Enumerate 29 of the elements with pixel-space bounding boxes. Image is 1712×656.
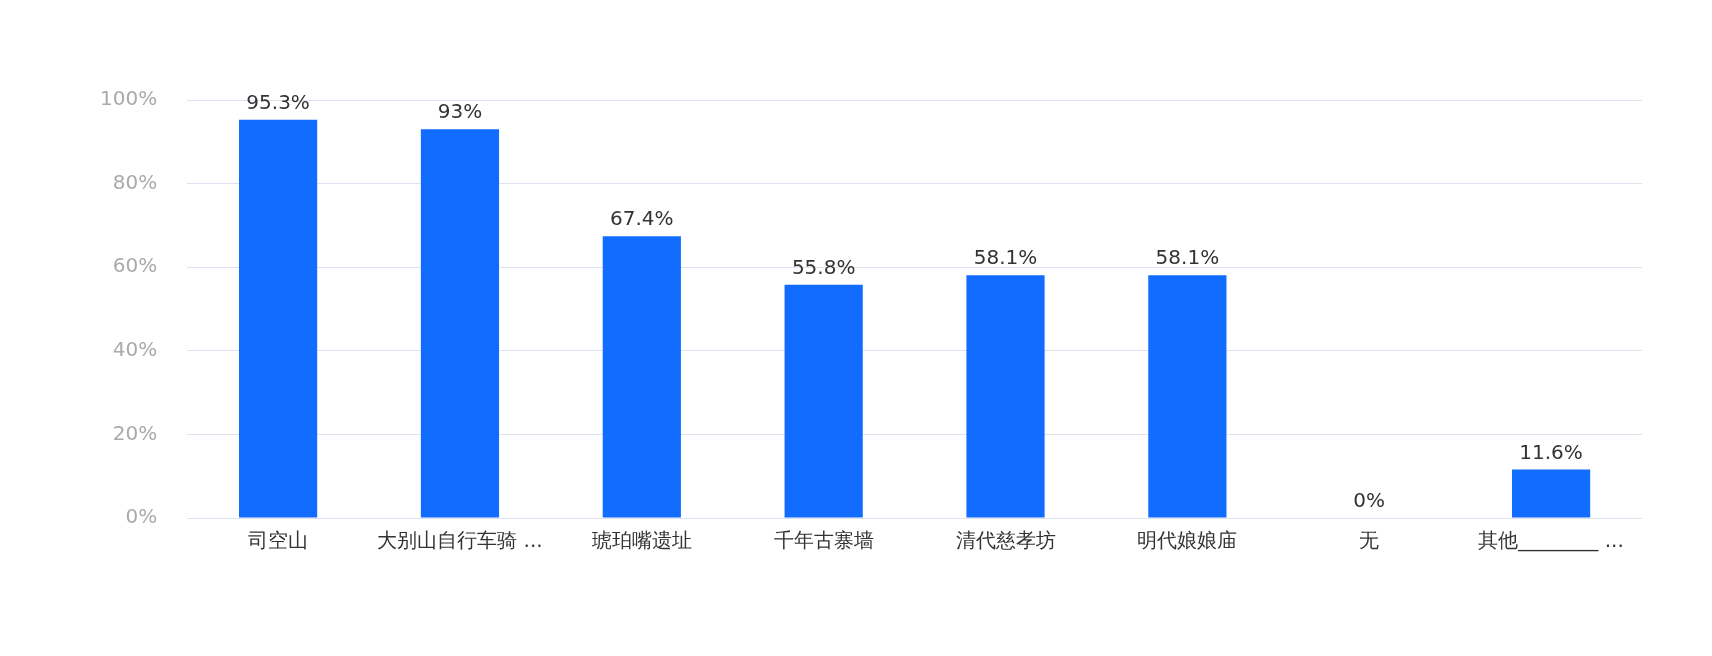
data-label: 58.1% — [1155, 245, 1220, 270]
data-label: 55.8% — [791, 254, 856, 279]
y-tick-label: 20% — [112, 420, 158, 445]
x-tick-label: 清代慈孝坊 — [955, 528, 1056, 553]
bar — [602, 236, 681, 518]
bar — [1511, 469, 1591, 518]
x-tick-label: 明代娘娘庙 — [1137, 528, 1238, 553]
bar — [420, 129, 500, 518]
bar — [966, 275, 1045, 518]
y-tick-label: 80% — [112, 169, 158, 194]
y-tick-label: 100% — [99, 86, 158, 111]
data-label: 93% — [437, 99, 483, 124]
data-label: 0% — [1353, 488, 1386, 513]
x-tick-label: 琥珀嘴遗址 — [591, 528, 692, 553]
data-label: 95.3% — [246, 89, 310, 114]
x-tick-label: 司空山 — [248, 528, 309, 553]
bar — [784, 284, 863, 518]
bar — [239, 119, 318, 518]
y-tick-label: 40% — [112, 337, 158, 361]
bar — [1148, 275, 1227, 518]
x-tick-label: 大别山自行车骑 ... — [377, 528, 543, 553]
data-label: 58.1% — [973, 245, 1038, 270]
x-tick-label: 其他________ ... — [1478, 528, 1624, 553]
x-tick-label: 千年古寨墙 — [773, 528, 874, 553]
y-tick-label: 0% — [125, 504, 158, 529]
data-label: 11.6% — [1519, 439, 1583, 464]
x-tick-label: 无 — [1359, 528, 1380, 553]
y-tick-label: 60% — [112, 253, 158, 278]
data-label: 67.4% — [610, 206, 674, 231]
